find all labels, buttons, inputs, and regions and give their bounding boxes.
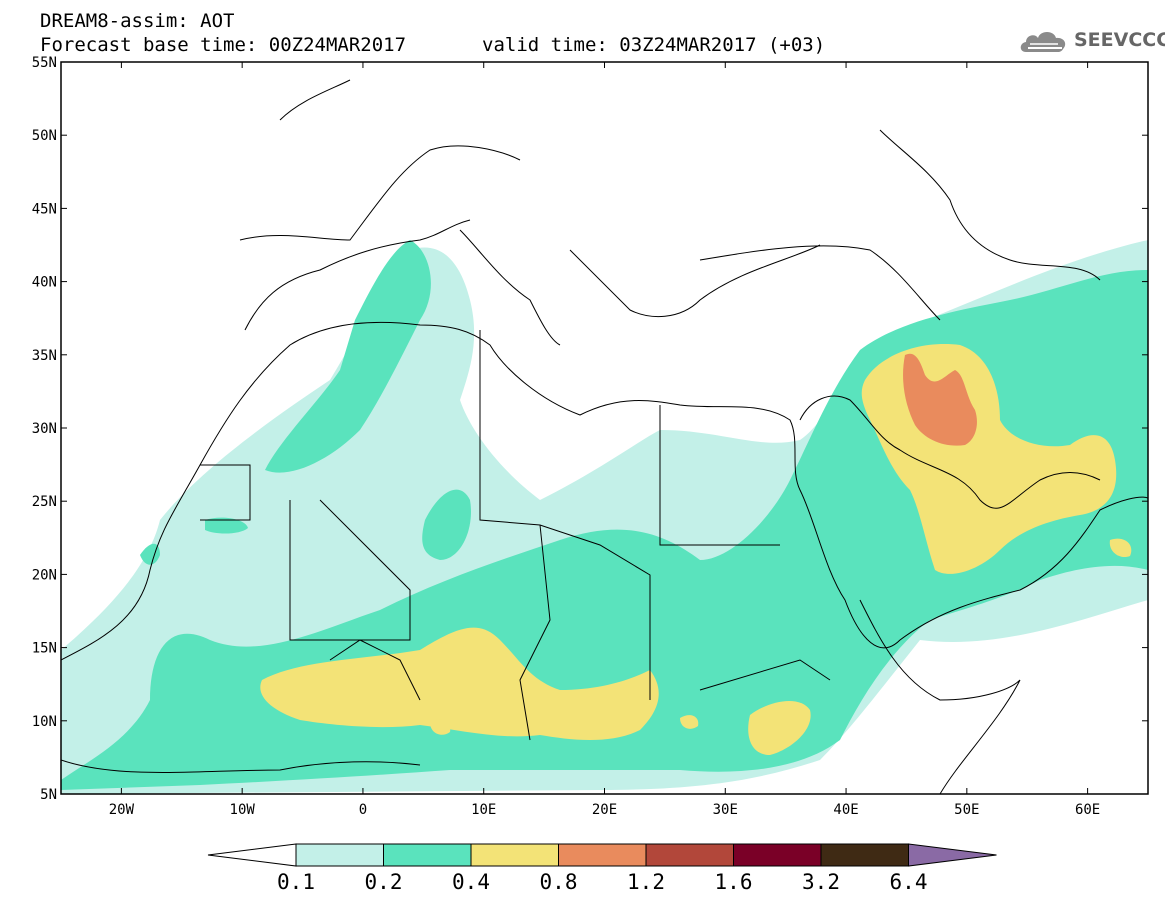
colorbar-segment (645, 843, 734, 867)
forecast-base-time: Forecast base time: 00Z24MAR2017 (40, 34, 407, 56)
lon-tick-label: 20E (592, 802, 617, 818)
lat-tick-label: 40N (32, 275, 57, 291)
lat-tick-label: 5N (40, 787, 57, 803)
colorbar-segment (820, 843, 909, 867)
lat-tick-label: 15N (32, 641, 57, 657)
seevccc-logo: SEEVCCC (1018, 26, 1165, 56)
lat-tick-label: 50N (32, 128, 57, 144)
longitude-axis: 20W 10W 0 10E 20E 30E 40E 50E 60E (109, 62, 1100, 818)
map-title: DREAM8-assim: AOT (40, 10, 235, 32)
lon-tick-label: 10W (230, 802, 256, 818)
lon-tick-label: 20W (109, 802, 135, 818)
aot-colorbar (207, 843, 997, 867)
aot-field-0.8-1.2 (903, 353, 977, 446)
lat-tick-label: 30N (32, 421, 57, 437)
colorbar-segment (558, 843, 647, 867)
lat-tick-label: 35N (32, 348, 57, 364)
latitude-axis: 55N 50N 45N 40N 35N 30N 25N 20N 15N 10N 5N (32, 55, 1148, 803)
lon-tick-label: 60E (1075, 802, 1100, 818)
valid-time: valid time: 03Z24MAR2017 (+03) (482, 34, 826, 56)
lon-tick-label: 0 (359, 802, 367, 818)
colorbar-label: 0.8 (539, 870, 578, 894)
lat-tick-label: 20N (32, 567, 57, 583)
colorbar-segment-under (207, 843, 297, 867)
colorbar-segment (383, 843, 472, 867)
colorbar-label: 0.2 (364, 870, 403, 894)
colorbar-label: 1.6 (714, 870, 753, 894)
lat-tick-label: 45N (32, 201, 57, 217)
lon-tick-label: 50E (954, 802, 979, 818)
colorbar-segment-over (908, 843, 997, 867)
lon-tick-label: 10E (471, 802, 496, 818)
aot-fields (61, 240, 1148, 794)
lon-tick-label: 40E (833, 802, 858, 818)
lon-tick-label: 30E (713, 802, 738, 818)
colorbar-label: 0.4 (452, 870, 490, 894)
logo-text: SEEVCCC (1074, 29, 1165, 51)
colorbar-segment (295, 843, 384, 867)
colorbar-label: 0.1 (277, 870, 315, 894)
colorbar-label: 6.4 (889, 870, 928, 894)
lat-tick-label: 55N (32, 55, 57, 71)
colorbar-label: 3.2 (802, 870, 840, 894)
colorbar-label: 1.2 (627, 870, 665, 894)
lat-tick-label: 10N (32, 714, 57, 730)
cloud-icon (1020, 32, 1066, 52)
colorbar-segment (470, 843, 559, 867)
colorbar-segment (733, 843, 822, 867)
coastlines-and-borders (61, 79, 1148, 794)
lat-tick-label: 25N (32, 494, 57, 510)
